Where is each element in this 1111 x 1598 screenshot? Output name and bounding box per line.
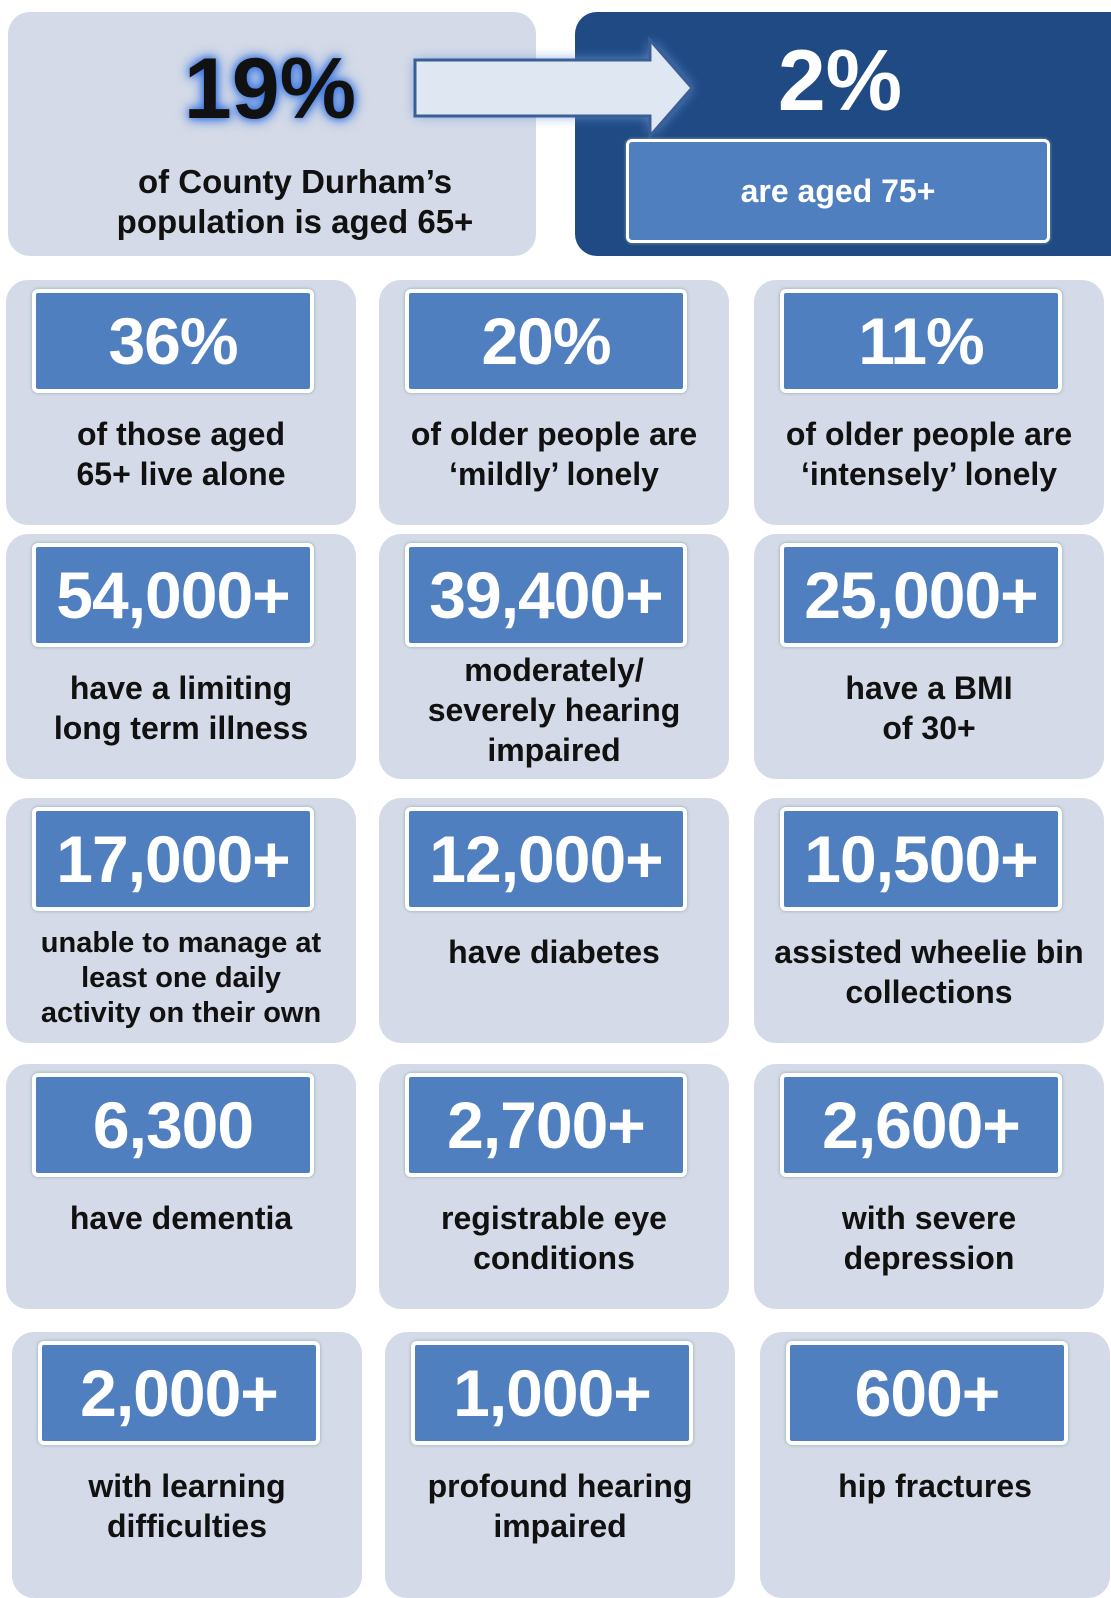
card: 11% of older people are ‘intensely’ lonely — [754, 280, 1104, 525]
text-75: are aged 75+ — [626, 139, 1050, 243]
label-line: activity on their own — [40, 997, 322, 1029]
label-line: impaired — [493, 1508, 627, 1544]
label-line: have diabetes — [448, 934, 660, 970]
card-label: moderately/severely hearing impaired — [379, 650, 729, 770]
card-label: have a BMI of 30+ — [754, 668, 1104, 748]
card-label: have diabetes — [379, 932, 729, 972]
stat-75: 2% — [777, 33, 903, 129]
label-line: hip fractures — [838, 1468, 1032, 1504]
label-line: have dementia — [69, 1200, 293, 1236]
card-value: 17,000+ — [32, 807, 314, 911]
card: 6,300 have dementia — [6, 1064, 356, 1309]
label-line: difficulties — [106, 1508, 267, 1544]
card-value: 39,400+ — [405, 543, 687, 647]
card-label: with learning difficulties — [12, 1466, 362, 1546]
card-label: assisted wheelie bin collections — [754, 932, 1104, 1012]
label-line: 65+ live alone — [76, 456, 286, 492]
label-line: assisted wheelie bin — [774, 934, 1084, 970]
label-line: unable to manage at — [40, 927, 322, 959]
label-line: depression — [843, 1240, 1015, 1276]
arrow — [413, 36, 694, 140]
label-line: of older people are — [785, 416, 1073, 452]
card-label: unable to manage at least one daily activi… — [6, 926, 356, 1031]
card-label: have a limiting long term illness — [6, 668, 356, 748]
label-line: least one daily — [81, 962, 281, 994]
card-label: hip fractures — [760, 1466, 1110, 1506]
card: 17,000+ unable to manage at least one dail… — [6, 798, 356, 1043]
card-value: 2,600+ — [780, 1073, 1062, 1177]
label-line: long term illness — [53, 710, 309, 746]
card-value: 600+ — [786, 1341, 1068, 1445]
label-line: collections — [845, 974, 1013, 1010]
card: 36% of those aged 65+ live alone — [6, 280, 356, 525]
card-value: 20% — [405, 289, 687, 393]
card-value: 1,000+ — [411, 1341, 693, 1445]
card: 12,000+ have diabetes — [379, 798, 729, 1043]
card-value: 2,700+ — [405, 1073, 687, 1177]
card-label: of those aged 65+ live alone — [6, 414, 356, 494]
panel-65 — [8, 12, 536, 256]
card: 10,500+ assisted wheelie bin collections — [754, 798, 1104, 1043]
label-line: of those aged — [76, 416, 285, 452]
text-line: of County Durham’s — [137, 163, 453, 200]
card: 2,700+ registrable eye conditions — [379, 1064, 729, 1309]
label-line: profound hearing — [427, 1468, 693, 1504]
label-line: with severe — [841, 1200, 1017, 1236]
card-label: have dementia — [6, 1198, 356, 1238]
label-line: registrable eye — [441, 1200, 667, 1236]
card-value: 54,000+ — [32, 543, 314, 647]
card-value: 11% — [780, 289, 1062, 393]
card: 25,000+ have a BMI of 30+ — [754, 534, 1104, 779]
card-value: 36% — [32, 289, 314, 393]
label-line: have a limiting — [69, 670, 293, 706]
label-line: ‘intensely’ lonely — [800, 456, 1058, 492]
card-label: of older people are ‘mildly’ lonely — [379, 414, 729, 494]
card-value: 10,500+ — [780, 807, 1062, 911]
stat-65: 19% — [183, 41, 357, 137]
text-65: of County Durham’s population is aged 65… — [30, 162, 560, 242]
card-label: registrable eye conditions — [379, 1198, 729, 1278]
card-label: profound hearing impaired — [385, 1466, 735, 1546]
card: 2,600+ with severe depression — [754, 1064, 1104, 1309]
card: 1,000+ profound hearing impaired — [385, 1332, 735, 1598]
card: 600+ hip fractures — [760, 1332, 1110, 1598]
card: 54,000+ have a limiting long term illness — [6, 534, 356, 779]
card: 2,000+ with learning difficulties — [12, 1332, 362, 1598]
label-line: have a BMI — [845, 670, 1013, 706]
card-value: 2,000+ — [38, 1341, 320, 1445]
card: 39,400+ moderately/severely hearing impair… — [379, 534, 729, 779]
text-line: population is aged 65+ — [116, 203, 474, 240]
label-line: severely hearing — [427, 692, 681, 728]
card-value: 6,300 — [32, 1073, 314, 1177]
label-line: conditions — [473, 1240, 635, 1276]
label-line: with learning — [88, 1468, 286, 1504]
label-line: of 30+ — [882, 710, 976, 746]
card-label: with severe depression — [754, 1198, 1104, 1278]
label-line: of older people are — [410, 416, 698, 452]
label-line: impaired — [487, 732, 621, 768]
label-line: moderately/ — [464, 652, 644, 688]
card: 20% of older people are ‘mildly’ lonely — [379, 280, 729, 525]
card-label: of older people are ‘intensely’ lonely — [754, 414, 1104, 494]
label-line: ‘mildly’ lonely — [449, 456, 659, 492]
card-value: 12,000+ — [405, 807, 687, 911]
card-value: 25,000+ — [780, 543, 1062, 647]
